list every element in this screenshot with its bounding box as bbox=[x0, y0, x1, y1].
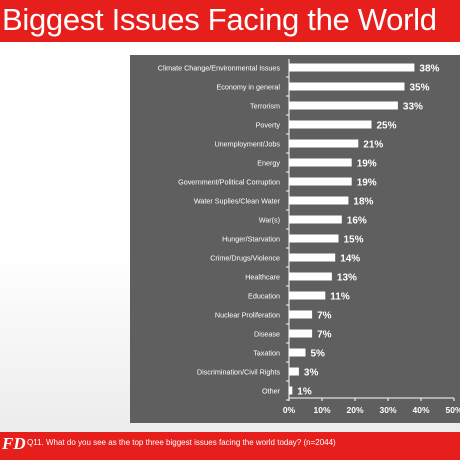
bar bbox=[289, 348, 306, 357]
value-label: 35% bbox=[410, 83, 430, 94]
category-label: Healthcare bbox=[245, 273, 280, 282]
category-label: Other bbox=[262, 387, 281, 396]
bar bbox=[289, 367, 299, 376]
bar bbox=[289, 158, 352, 167]
category-label: Water Suplies/Clean Water bbox=[194, 197, 281, 206]
category-label: Hunger/Starvation bbox=[222, 235, 280, 244]
category-label: Unemployment/Jobs bbox=[214, 140, 280, 149]
x-tick-label: 0% bbox=[283, 405, 296, 415]
category-label: Poverty bbox=[256, 121, 281, 130]
category-label: War(s) bbox=[259, 216, 280, 225]
category-label: Climate Change/Environmental Issues bbox=[158, 64, 281, 73]
footer-bar bbox=[0, 432, 460, 460]
x-tick-label: 30% bbox=[379, 405, 396, 415]
bar bbox=[289, 177, 352, 186]
value-label: 3% bbox=[304, 368, 319, 379]
value-label: 5% bbox=[311, 349, 326, 360]
value-label: 18% bbox=[353, 197, 373, 208]
value-label: 11% bbox=[330, 292, 350, 303]
bar-chart: Climate Change/Environmental Issues 38% Ec… bbox=[158, 59, 460, 415]
category-label: Discrimination/Civil Rights bbox=[197, 368, 280, 377]
category-label: Energy bbox=[257, 159, 280, 168]
x-tick-label: 20% bbox=[346, 405, 363, 415]
bar bbox=[289, 101, 398, 110]
bar bbox=[289, 139, 359, 148]
value-label: 19% bbox=[357, 159, 377, 170]
footer-question: Q11. What do you see as the top three bi… bbox=[27, 438, 336, 447]
x-tick-label: 10% bbox=[313, 405, 330, 415]
category-label: Nuclear Proliferation bbox=[215, 311, 280, 320]
value-label: 7% bbox=[317, 330, 332, 341]
x-tick-label: 50% bbox=[445, 405, 460, 415]
category-label: Taxation bbox=[253, 349, 280, 358]
category-label: Government/Political Corruption bbox=[178, 178, 280, 187]
bar bbox=[289, 253, 336, 262]
x-tick-label: 40% bbox=[412, 405, 429, 415]
category-label: Crime/Drugs/Violence bbox=[210, 254, 280, 263]
title-bar bbox=[0, 0, 460, 42]
bar bbox=[289, 329, 313, 338]
category-label: Economy in general bbox=[216, 83, 280, 92]
page-title: Biggest Issues Facing the World bbox=[2, 2, 437, 37]
bar bbox=[289, 196, 349, 205]
category-label: Education bbox=[248, 292, 280, 301]
bar bbox=[289, 310, 313, 319]
value-label: 33% bbox=[403, 102, 423, 113]
value-label: 25% bbox=[377, 121, 397, 132]
value-label: 21% bbox=[363, 140, 383, 151]
value-label: 38% bbox=[419, 64, 439, 75]
category-label: Disease bbox=[254, 330, 280, 339]
bar bbox=[289, 234, 339, 243]
bar bbox=[289, 120, 372, 129]
bar bbox=[289, 272, 332, 281]
value-label: 13% bbox=[337, 273, 357, 284]
value-label: 19% bbox=[357, 178, 377, 189]
footer-logo: FD bbox=[2, 434, 26, 453]
value-label: 16% bbox=[347, 216, 367, 227]
bar bbox=[289, 63, 415, 72]
value-label: 1% bbox=[297, 387, 312, 398]
value-label: 7% bbox=[317, 311, 332, 322]
value-label: 14% bbox=[340, 254, 360, 265]
value-label: 15% bbox=[344, 235, 364, 246]
bar bbox=[289, 215, 342, 224]
category-label: Terrorism bbox=[250, 102, 280, 111]
bar bbox=[289, 386, 293, 395]
bar bbox=[289, 82, 405, 91]
chart-panel: Climate Change/Environmental Issues 38% Ec… bbox=[130, 55, 460, 423]
bar bbox=[289, 291, 326, 300]
